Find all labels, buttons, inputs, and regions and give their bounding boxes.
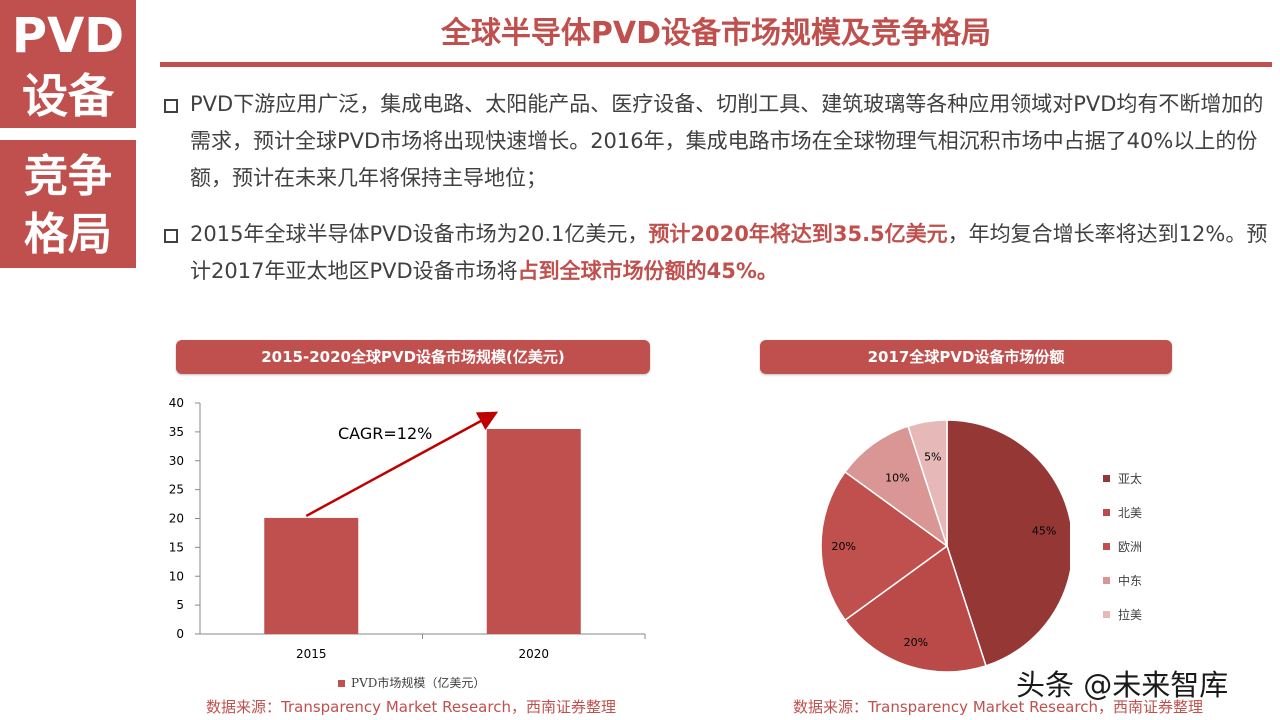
bar-chart-source: 数据来源：Transparency Market Research，西南证券整理	[206, 698, 616, 716]
legend-swatch	[1103, 475, 1110, 482]
y-tick-label: 30	[169, 454, 184, 468]
y-tick-label: 20	[169, 512, 184, 526]
pie-slice-亚太	[946, 419, 1070, 667]
pie-legend-item: 亚太	[1103, 472, 1142, 486]
bullet-text: 2015年全球半导体PVD设备市场为20.1亿美元，预计2020年将达到35.5…	[190, 216, 1275, 290]
pie-slice-欧洲	[820, 470, 949, 622]
pie-legend-item: 北美	[1103, 506, 1142, 520]
legend-label-pvd: PVD市场规模（亿美元）	[351, 675, 485, 690]
y-tick-label: 10	[169, 569, 184, 583]
y-tick-label: 15	[169, 540, 184, 554]
pie-chart: 45% 20% 20% 10% 5%	[820, 419, 1070, 673]
slide-title: 全球半导体PVD设备市场规模及竞争格局	[440, 16, 992, 51]
x-tick-label: 2020	[518, 647, 549, 661]
x-tick-label: 2015	[296, 647, 327, 661]
side-label-equipment: 设备	[22, 69, 114, 123]
pie-data-label: 20%	[831, 540, 855, 553]
legend-label: 北美	[1118, 506, 1143, 520]
bullet-item: 2015年全球半导体PVD设备市场为20.1亿美元，预计2020年将达到35.5…	[160, 216, 1275, 290]
pie-chart-title: 2017全球PVD设备市场份额	[760, 340, 1172, 374]
y-tick-label: 40	[169, 396, 184, 410]
square-bullet-icon	[164, 99, 178, 113]
side-label-pvd: PVD	[11, 8, 125, 64]
y-tick-label: 25	[169, 483, 184, 497]
bar-2020	[486, 428, 581, 634]
cagr-annotation: CAGR=12%	[338, 424, 432, 443]
cagr-arrow	[305, 411, 499, 518]
bar-chart-title: 2015-2020全球PVD设备市场规模(亿美元)	[176, 340, 650, 374]
legend-swatch	[1103, 577, 1110, 584]
bullet-text-part: 2015年全球半导体PVD设备市场为20.1亿美元，	[190, 222, 649, 246]
pie-slice-中东	[844, 425, 949, 548]
legend-label: 欧洲	[1118, 540, 1143, 554]
side-label-landscape: 格局	[24, 209, 112, 260]
y-tick-label: 5	[176, 598, 184, 612]
side-label-box-competition: 竞争 格局	[0, 140, 136, 268]
pie-data-label: 10%	[885, 472, 909, 485]
legend-label: 亚太	[1118, 472, 1143, 486]
pie-legend-item: 拉美	[1103, 608, 1142, 622]
square-bullet-icon	[164, 229, 178, 243]
bullet-text: PVD下游应用广泛，集成电路、太阳能产品、医疗设备、切削工具、建筑玻璃等各种应用…	[190, 92, 1264, 190]
bullet-highlight: 占到全球市场份额的45%。	[517, 259, 778, 283]
legend-swatch	[1103, 611, 1110, 618]
bar-chart: 0 5 10 15 20 25 30 35 40 2015 2020 CAGR=12% PVD市场规模（…	[169, 396, 646, 690]
legend-swatch	[1103, 509, 1110, 516]
legend-label: 拉美	[1118, 608, 1143, 622]
y-tick-label: 0	[176, 627, 184, 641]
pie-data-label: 5%	[924, 450, 941, 463]
legend-label: 中东	[1118, 574, 1143, 588]
bullet-item: PVD下游应用广泛，集成电路、太阳能产品、医疗设备、切削工具、建筑玻璃等各种应用…	[160, 86, 1275, 197]
side-label-competition: 竞争	[24, 151, 112, 202]
pie-legend-item: 欧洲	[1103, 540, 1142, 554]
pie-slice-拉美	[907, 419, 948, 547]
title-divider	[160, 62, 1272, 67]
side-label-box-pvd: PVD 设备	[0, 0, 136, 128]
bullet-text-part: ，年均复合增长率将达到12%。预计2017年亚太地区PVD设备市场将	[190, 222, 1268, 283]
watermark-text: 头条 @未来智库	[1016, 668, 1229, 702]
pie-slice-北美	[844, 544, 987, 673]
pie-chart-source: 数据来源：Transparency Market Research，西南证券整理	[793, 698, 1203, 716]
y-tick-label: 35	[169, 425, 184, 439]
pie-data-label: 20%	[904, 636, 928, 649]
legend-swatch	[1103, 543, 1110, 550]
pie-legend-item: 中东	[1103, 574, 1142, 588]
bar-2015	[264, 517, 359, 634]
pie-data-label: 45%	[1032, 525, 1056, 538]
legend-swatch-pvd	[338, 680, 345, 687]
bullet-highlight: 预计2020年将达到35.5亿美元	[648, 222, 948, 246]
